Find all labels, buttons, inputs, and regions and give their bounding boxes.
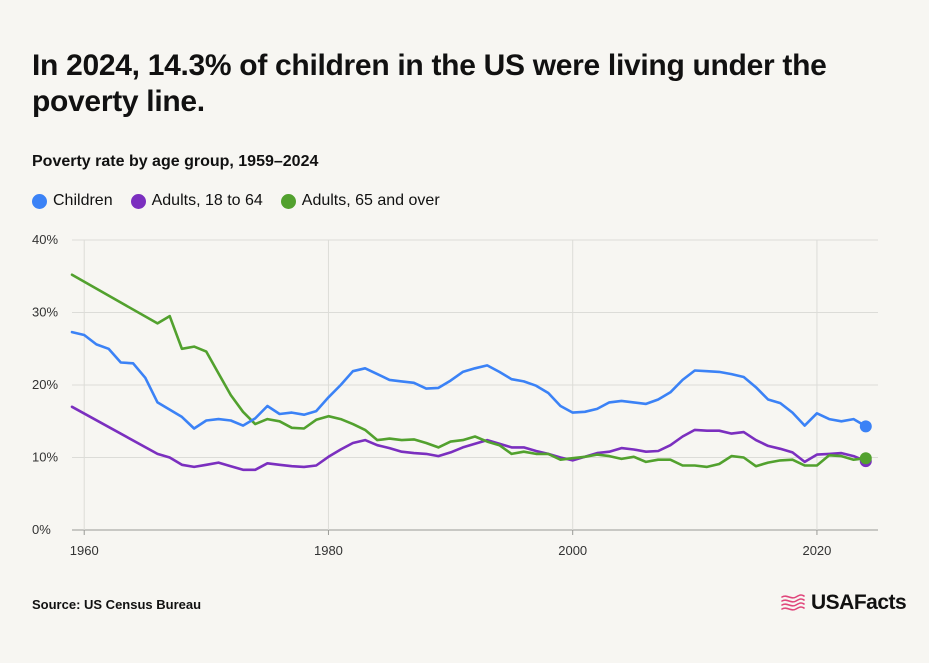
series-endpoints (859, 420, 872, 468)
x-tick-label: 2020 (802, 543, 831, 558)
legend-item-adults: Adults, 18 to 64 (130, 192, 263, 210)
x-axis-ticks: 1960 1980 2000 2020 (70, 543, 832, 558)
legend-dot-seniors (280, 193, 296, 209)
legend-label-adults: Adults, 18 to 64 (151, 192, 263, 209)
x-tick-label: 1960 (70, 543, 99, 558)
x-tick-label: 2000 (558, 543, 587, 558)
legend-dot-adults (130, 193, 146, 209)
series-lines (70, 273, 868, 472)
legend-dot-children (32, 193, 47, 209)
headline: In 2024, 14.3% of children in the US wer… (32, 49, 827, 118)
grid (72, 239, 878, 535)
series-line-1 (70, 405, 868, 472)
legend-label-children: Children (53, 192, 113, 209)
y-axis-ticks: 0% 10% 20% 30% 40% (32, 232, 58, 537)
source-note: Source: US Census Bureau (32, 597, 202, 612)
legend: Children Adults, 18 to 64 Adults, 65 and… (32, 192, 440, 210)
y-tick-label: 10% (32, 450, 58, 465)
series-endpoint-0 (859, 420, 872, 433)
legend-label-seniors: Adults, 65 and over (301, 192, 440, 209)
brand-name: USAFacts (811, 591, 907, 614)
brand[interactable]: USAFacts (780, 591, 907, 615)
chart-subtitle: Poverty rate by age group, 1959–2024 (32, 153, 319, 170)
y-tick-label: 0% (32, 522, 51, 537)
series-endpoint-2 (859, 452, 872, 465)
y-tick-label: 30% (32, 305, 58, 320)
series-line-0 (70, 330, 868, 430)
flag-logo-icon (781, 594, 805, 611)
x-tick-label: 1980 (314, 543, 343, 558)
y-tick-label: 40% (32, 232, 58, 247)
series-line-2 (70, 273, 868, 469)
legend-item-children: Children (32, 192, 113, 210)
y-tick-label: 20% (32, 377, 58, 392)
legend-item-seniors: Adults, 65 and over (280, 192, 440, 210)
